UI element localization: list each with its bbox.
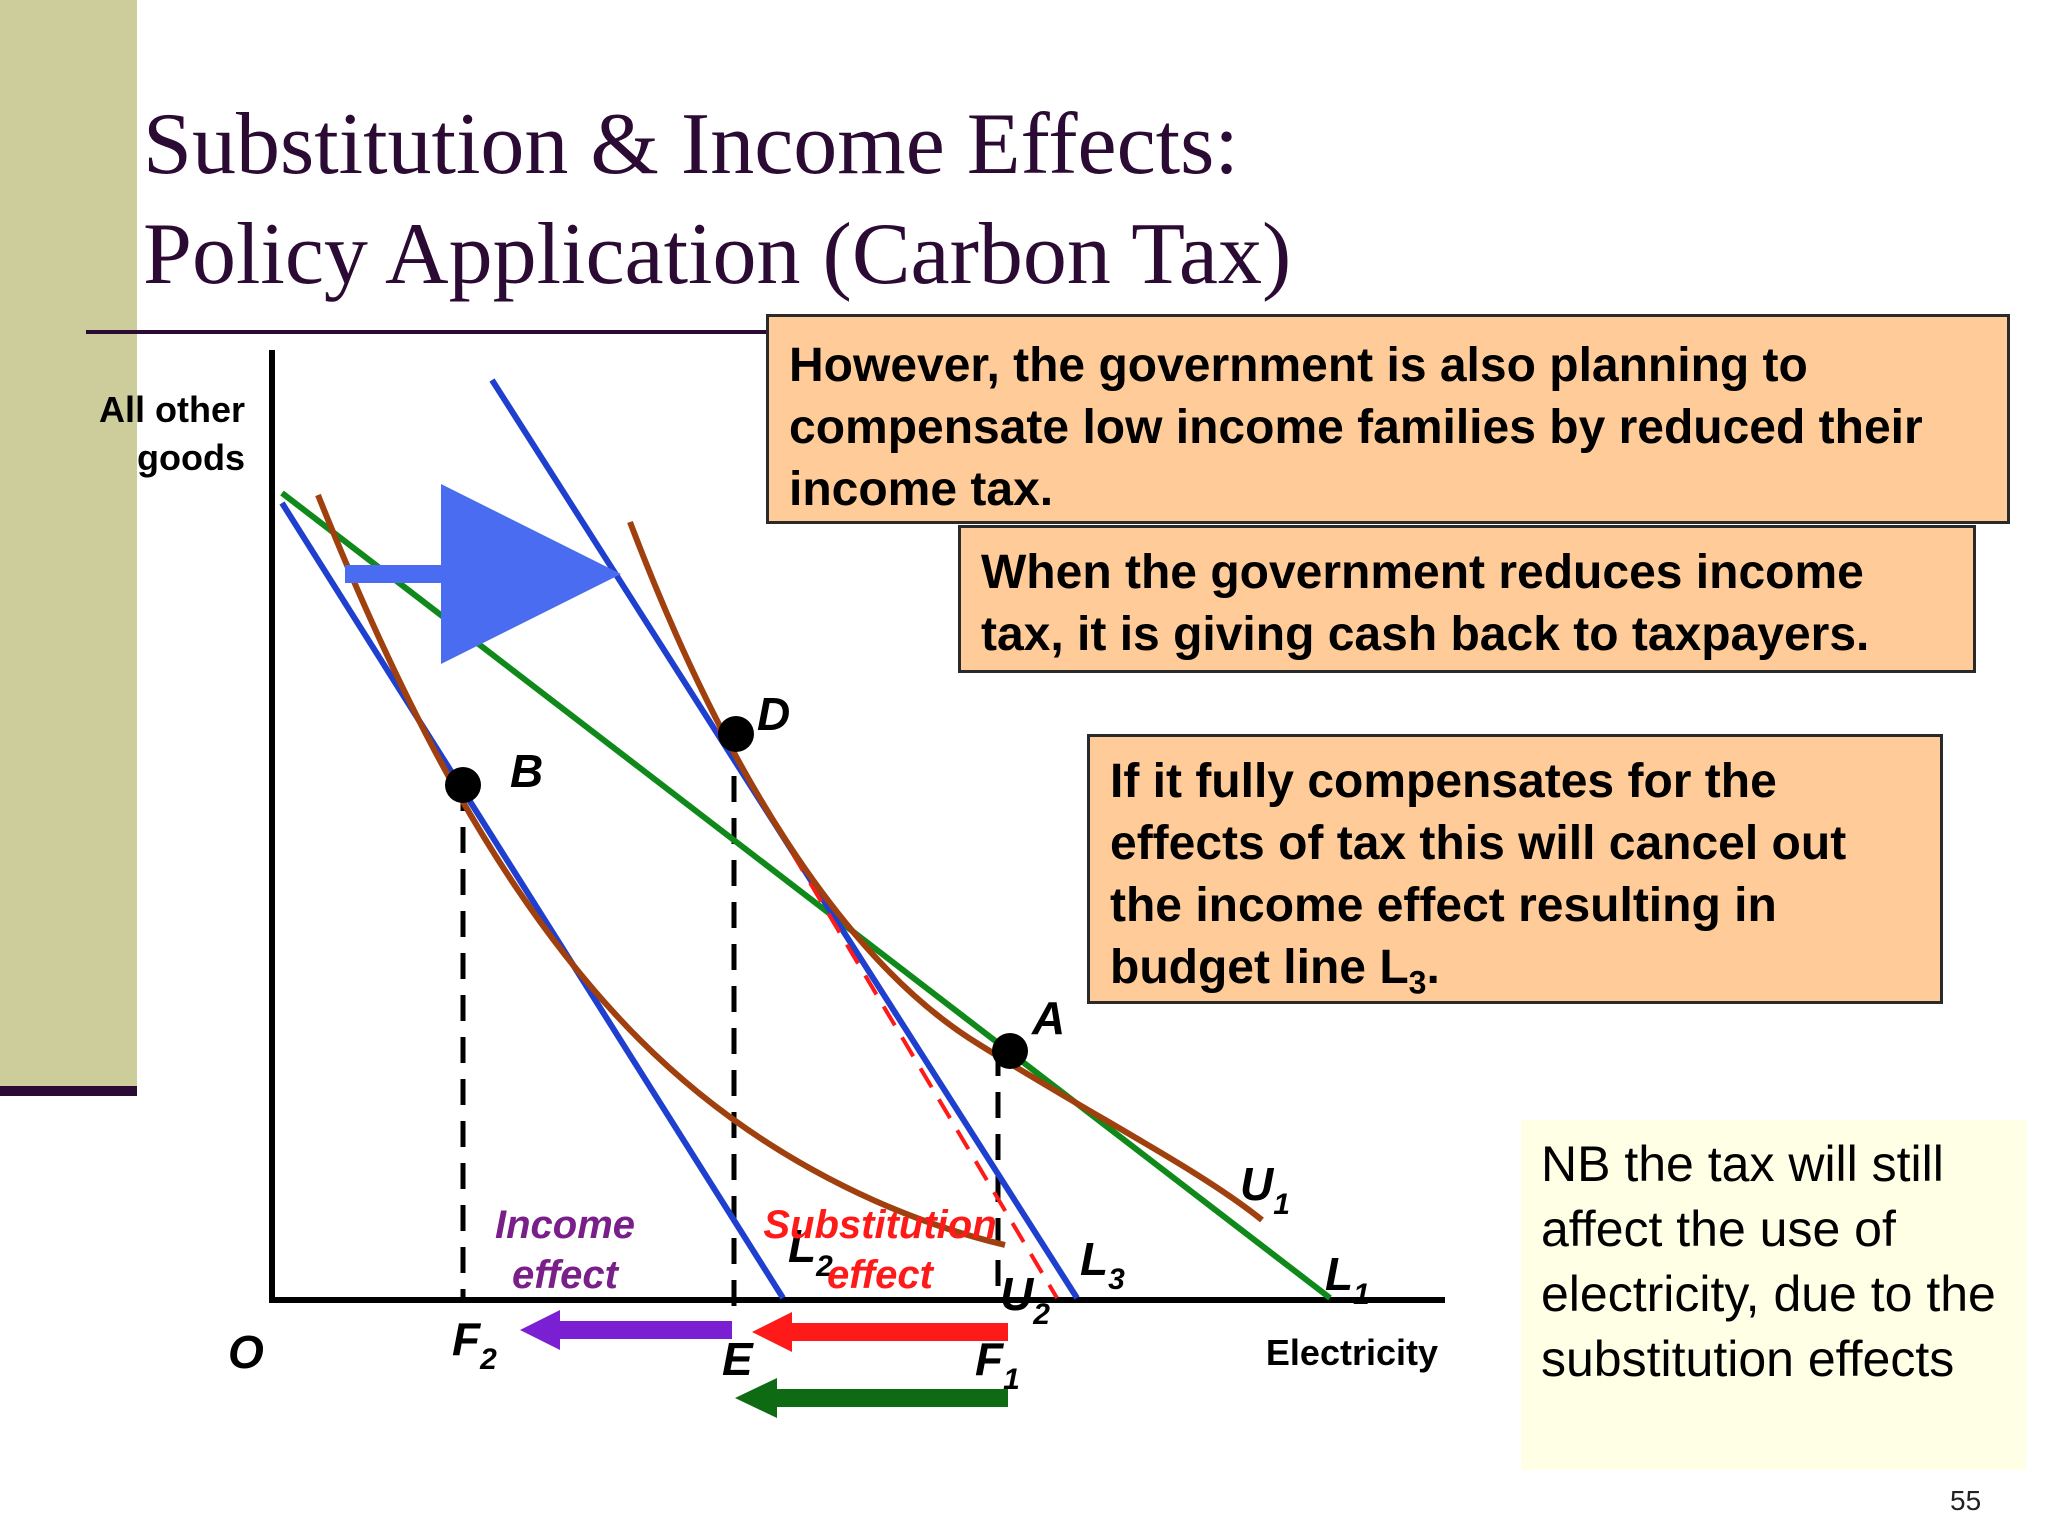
label-l1: L1 [1325, 1248, 1370, 1311]
note-3-end: . [1426, 941, 1440, 994]
title-line-2: Policy Application (Carbon Tax) [143, 206, 1292, 303]
title-rule [86, 330, 786, 334]
label-l3: L3 [1080, 1233, 1125, 1296]
x-axis-label: Electricity [1266, 1332, 1438, 1373]
indifference-curve-u2-lower [315, 493, 1006, 1248]
income-effect-arrow-head [520, 1310, 560, 1350]
note-full-compensation: If it fully compensates for the effects … [1087, 734, 1943, 1004]
slide-title: Substitution & Income Effects: Policy Ap… [143, 90, 1291, 310]
note-3-subscript: 3 [1408, 964, 1427, 1001]
point-a-label: A [1031, 992, 1065, 1044]
total-effect-arrow-head [735, 1378, 777, 1418]
label-l2: L2 [788, 1220, 833, 1283]
income-effect-label-2: effect [512, 1253, 620, 1297]
substitution-effect-label-1: Substitution [763, 1203, 996, 1247]
point-d [718, 716, 754, 752]
title-line-1: Substitution & Income Effects: [143, 96, 1239, 193]
point-b-label: B [510, 745, 543, 797]
label-f2: F2 [452, 1313, 497, 1376]
indifference-curve-u1 [627, 520, 1264, 1223]
substitution-effect-label-2: effect [827, 1253, 935, 1297]
note-compensation: However, the government is also planning… [766, 314, 2010, 524]
sidebar-accent [0, 0, 137, 1090]
budget-line-l2 [279, 501, 786, 1300]
note-3-text: If it fully compensates for the effects … [1110, 755, 1847, 994]
label-e: E [722, 1333, 754, 1385]
income-effect-label-1: Income [495, 1203, 635, 1247]
slide-number: 55 [1950, 1485, 1982, 1516]
y-axis-label-line1: All other [99, 389, 245, 430]
origin-label: O [228, 1326, 264, 1378]
sidebar-edge [0, 1086, 137, 1096]
note-cash-back: When the government reduces income tax, … [958, 525, 1976, 673]
nb-note: NB the tax will still affect the use of … [1521, 1120, 2026, 1470]
point-b [445, 767, 481, 803]
label-u1: U1 [1240, 1158, 1290, 1221]
label-u2: U2 [1000, 1268, 1050, 1331]
label-f1: F1 [975, 1333, 1020, 1396]
y-axis-label-line2: goods [137, 437, 245, 478]
point-a [992, 1033, 1028, 1069]
point-d-label: D [757, 688, 790, 740]
substitution-effect-arrow-head [752, 1312, 792, 1352]
